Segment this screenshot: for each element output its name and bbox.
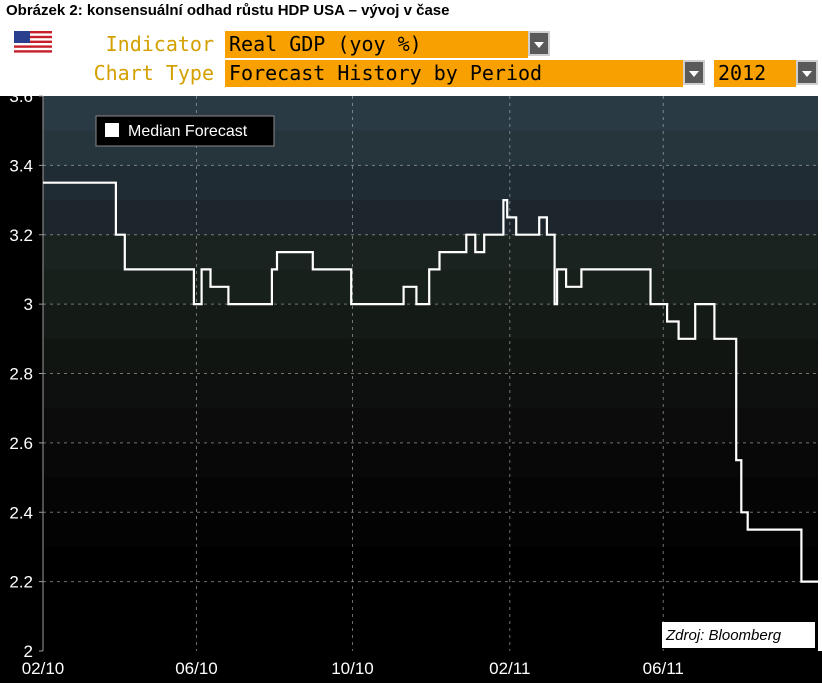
median-forecast-line	[43, 181, 818, 583]
y-tick-label: 3.4	[9, 156, 33, 175]
us-flag-icon	[14, 31, 52, 55]
legend-label: Median Forecast	[128, 123, 248, 140]
source-box: Zdroj: Bloomberg	[662, 622, 815, 648]
y-tick-label: 3	[24, 295, 33, 314]
figure-title: Obrázek 2: konsensuální odhad růstu HDP …	[6, 2, 450, 19]
y-tick-label: 2.8	[9, 365, 33, 384]
legend-swatch	[105, 123, 119, 137]
period-dropdown[interactable]: 2012	[714, 60, 796, 87]
x-tick-label: 06/10	[175, 659, 218, 678]
x-tick-label: 10/10	[331, 659, 374, 678]
source-label: Zdroj: Bloomberg	[665, 627, 782, 644]
x-tick-label: 02/10	[22, 659, 65, 678]
y-tick-label: 3.2	[9, 226, 33, 245]
chart-grid	[43, 96, 818, 651]
x-axis: 02/10 06/10 10/10 02/11 06/11	[22, 659, 684, 678]
y-tick-label: 2.4	[9, 503, 33, 522]
chart-background	[0, 96, 822, 683]
chart-type-label: Chart Type	[93, 61, 214, 85]
period-dropdown-arrow-icon[interactable]	[796, 60, 818, 85]
y-tick-label: 2	[24, 642, 33, 661]
indicator-dropdown-arrow-icon[interactable]	[528, 31, 550, 56]
y-axis: 2 2.2 2.4 2.6 2.8 3 3.2 3.4 3.6	[9, 87, 43, 661]
chart-legend: Median Forecast	[95, 115, 275, 147]
chart-type-dropdown[interactable]: Forecast History by Period	[225, 60, 683, 87]
chart-type-dropdown-arrow-icon[interactable]	[683, 60, 705, 85]
y-tick-label: 2.6	[9, 434, 33, 453]
indicator-label: Indicator	[105, 32, 214, 56]
x-tick-label: 02/11	[489, 659, 530, 678]
y-tick-label: 2.2	[9, 573, 33, 592]
x-tick-label: 06/11	[643, 659, 684, 678]
indicator-dropdown[interactable]: Real GDP (yoy %)	[225, 31, 528, 58]
y-tick-label: 3.6	[9, 87, 33, 106]
